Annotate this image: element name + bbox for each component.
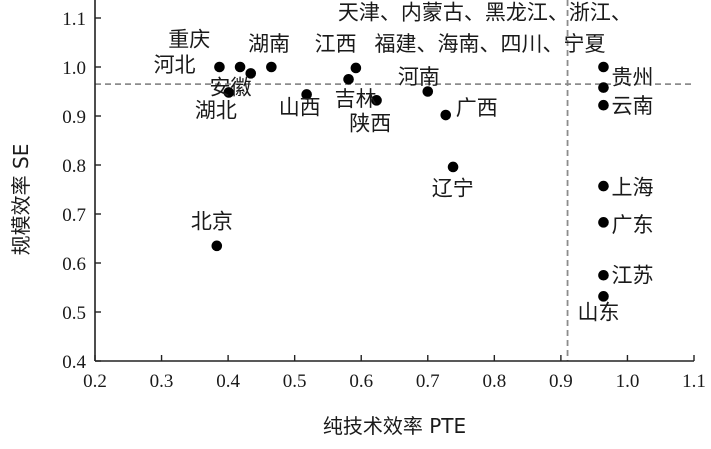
x-tick-label: 0.9 (549, 371, 573, 392)
x-tick-label: 0.6 (349, 371, 373, 392)
y-tick-label: 1.0 (62, 58, 86, 79)
data-point (598, 61, 609, 73)
data-point (447, 161, 459, 173)
y-axis-ticks: 0.4 0.5 0.6 0.7 0.8 0.9 1.0 1.1 (62, 9, 101, 373)
point-label: 山西 (279, 96, 321, 120)
point-label: 湖南 (248, 32, 290, 56)
data-point (211, 240, 223, 252)
x-tick-label: 0.3 (150, 371, 174, 392)
y-tick-label: 0.8 (62, 156, 86, 177)
data-point (371, 95, 382, 106)
point-label: 重庆 (168, 27, 210, 51)
y-tick-label: 1.1 (62, 9, 86, 30)
point-label: 吉林 (335, 87, 377, 111)
x-tick-label: 0.5 (283, 371, 307, 392)
point-label: 上海 (611, 175, 653, 199)
data-point (223, 87, 235, 98)
data-point (266, 61, 277, 73)
x-tick-label: 0.2 (83, 371, 107, 392)
data-point (598, 99, 609, 111)
data-point (245, 68, 257, 79)
point-label: 江苏 (611, 264, 653, 288)
point-label: 福建、海南、四川、宁夏 (375, 32, 606, 56)
point-label: 山东 (578, 300, 620, 324)
data-point (598, 217, 609, 228)
y-tick-label: 0.9 (62, 107, 86, 128)
data-point (214, 61, 225, 73)
y-tick-label: 0.4 (62, 352, 86, 373)
x-tick-label: 0.8 (482, 371, 506, 392)
x-tick-label: 1.0 (616, 371, 640, 392)
y-axis-title: 规模效率 SE (9, 144, 33, 256)
point-label: 贵州 (611, 66, 653, 90)
data-point (343, 73, 354, 85)
axes (94, 0, 694, 362)
x-tick-label: 0.4 (216, 371, 240, 392)
data-point (598, 269, 609, 281)
data-point (301, 89, 312, 100)
data-point (234, 61, 246, 73)
x-tick-label: 1.1 (682, 371, 706, 392)
point-label: 安徽 (209, 75, 251, 99)
point-label: 云南 (611, 94, 653, 118)
y-tick-label: 0.5 (62, 303, 86, 324)
y-tick-label: 0.7 (62, 205, 86, 226)
point-label: 湖北 (195, 98, 237, 122)
point-label: 广东 (611, 213, 653, 237)
reference-lines (95, 0, 694, 361)
point-label: 河北 (154, 53, 196, 77)
point-label: 天津、内蒙古、黑龙江、浙江、 (338, 0, 632, 24)
data-point (598, 82, 609, 93)
point-label: 河南 (398, 65, 440, 89)
data-point (598, 180, 609, 192)
data-point (440, 109, 452, 121)
x-axis-title: 纯技术效率 PTE (323, 414, 466, 438)
point-label: 北京 (191, 210, 233, 234)
point-label: 陕西 (349, 112, 391, 136)
y-tick-label: 0.6 (62, 254, 86, 275)
x-axis-ticks: 0.2 0.3 0.4 0.5 0.6 0.7 0.8 0.9 1.0 1.1 (83, 355, 706, 392)
point-label: 江西 (315, 32, 357, 56)
data-point (598, 291, 609, 302)
data-points (211, 61, 609, 302)
point-label: 辽宁 (432, 176, 474, 200)
x-tick-label: 0.7 (416, 371, 440, 392)
data-point (422, 86, 434, 97)
data-point (350, 62, 362, 74)
point-label: 广西 (456, 96, 498, 120)
